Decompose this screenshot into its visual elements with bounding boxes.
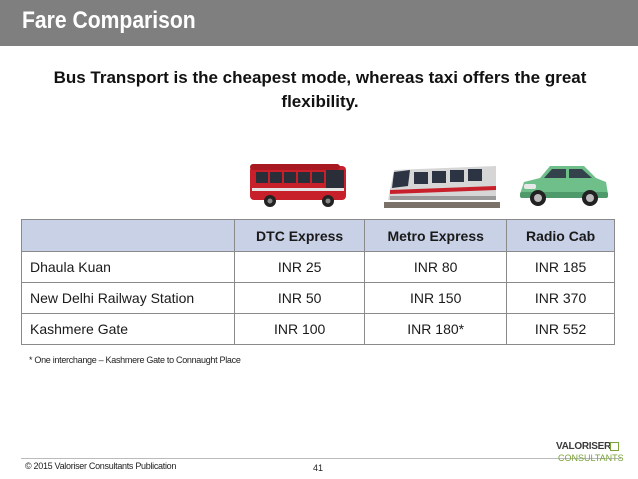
title-bar: Fare Comparison: [0, 0, 638, 46]
fare-cell: INR 80: [364, 251, 508, 283]
fare-cell: INR 552: [506, 313, 615, 345]
header-metro-express: Metro Express: [364, 219, 508, 252]
logo-square-icon: [610, 442, 619, 451]
table-header-row: DTC Express Metro Express Radio Cab: [21, 219, 615, 252]
header-radio-cab: Radio Cab: [506, 219, 615, 252]
page-number: 41: [313, 463, 324, 473]
fare-cell: INR 180*: [364, 313, 508, 345]
fare-cell: INR 25: [233, 251, 366, 283]
location-cell: Dhaula Kuan: [21, 251, 235, 283]
header-empty: [21, 219, 235, 252]
fare-cell: INR 370: [506, 282, 615, 314]
copyright-text: © 2015 Valoriser Consultants Publication: [25, 461, 177, 471]
fare-cell: INR 100: [233, 313, 366, 345]
footer-divider: [21, 458, 621, 459]
location-cell: Kashmere Gate: [21, 313, 235, 345]
fare-cell: INR 50: [233, 282, 366, 314]
fare-table: DTC Express Metro Express Radio Cab Dhau…: [21, 219, 615, 345]
table-row: New Delhi Railway Station INR 50 INR 150…: [21, 282, 615, 314]
logo-top-text: VALORISER: [556, 441, 611, 452]
fare-cell: INR 185: [506, 251, 615, 283]
fare-cell: INR 150: [364, 282, 508, 314]
location-cell: New Delhi Railway Station: [21, 282, 235, 314]
table-row: Dhaula Kuan INR 25 INR 80 INR 185: [21, 251, 615, 283]
logo-bottom-text: CONSULTANTS: [558, 453, 624, 463]
metro-train-icon: [384, 156, 500, 212]
footnote: * One interchange – Kashmere Gate to Con…: [29, 355, 241, 365]
slide-title: Fare Comparison: [22, 7, 196, 34]
bus-icon: [248, 156, 350, 212]
valoriser-logo: VALORISER CONSULTANTS: [556, 441, 624, 471]
taxi-car-icon: [514, 156, 612, 212]
slide-subtitle: Bus Transport is the cheapest mode, wher…: [53, 68, 587, 111]
table-row: Kashmere Gate INR 100 INR 180* INR 552: [21, 313, 615, 345]
header-dtc-express: DTC Express: [233, 219, 366, 252]
